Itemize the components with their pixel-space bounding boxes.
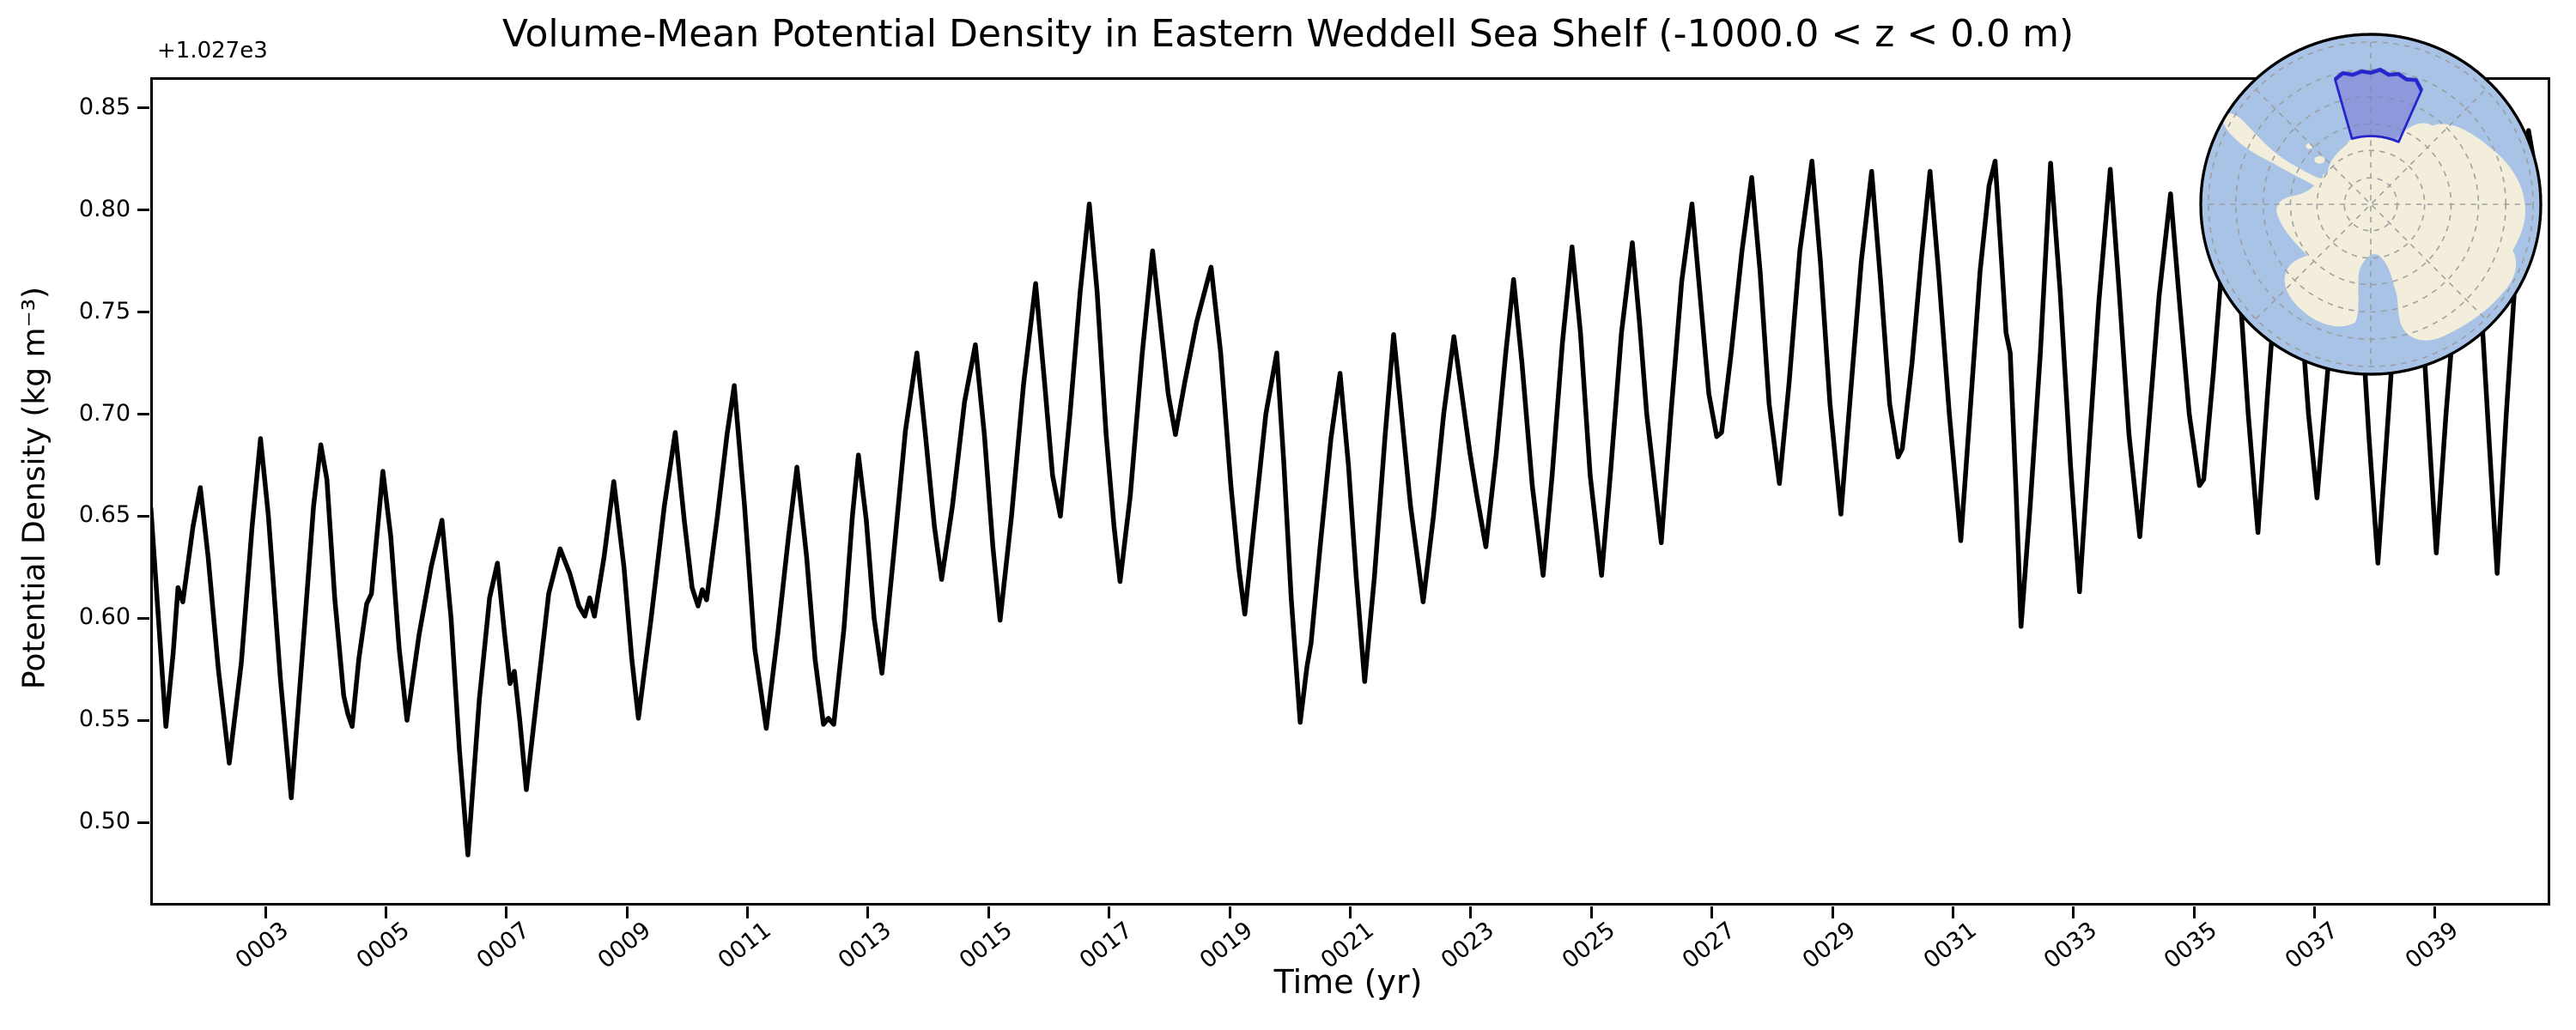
x-tick-mark — [384, 906, 387, 918]
y-tick-mark — [137, 311, 149, 314]
y-tick-label: 0.50 — [78, 808, 131, 834]
y-tick-mark — [137, 209, 149, 212]
x-tick-mark — [1349, 906, 1352, 918]
y-axis-label: Potential Density (kg m⁻³) — [16, 286, 52, 690]
x-tick-mark — [1589, 906, 1593, 918]
x-tick-mark — [505, 906, 508, 918]
x-tick-mark — [1469, 906, 1473, 918]
x-tick-mark — [746, 906, 750, 918]
y-tick-label: 0.65 — [78, 501, 131, 529]
density-line-series — [150, 128, 2542, 857]
x-tick-mark — [1710, 906, 1714, 918]
x-tick-mark — [2313, 906, 2317, 918]
y-tick-mark — [137, 821, 149, 824]
y-tick-mark — [137, 106, 149, 110]
chart-title: Volume-Mean Potential Density in Eastern… — [501, 12, 2075, 56]
y-tick-label: 0.75 — [78, 297, 131, 324]
y-tick-mark — [137, 514, 149, 518]
x-tick-mark — [625, 906, 629, 918]
y-tick-label: 0.70 — [78, 399, 131, 427]
y-tick-label: 0.80 — [78, 195, 131, 222]
y-tick-label: 0.55 — [78, 706, 131, 733]
y-tick-label: 0.85 — [78, 93, 131, 120]
x-tick-mark — [2433, 906, 2437, 918]
y-tick-mark — [137, 413, 149, 415]
x-tick-mark — [2192, 906, 2196, 918]
time-series-plot — [150, 128, 2542, 857]
inset-region-coast-edge — [2333, 67, 2424, 92]
inset-map-border — [2199, 33, 2543, 376]
y-tick-label: 0.60 — [78, 603, 131, 631]
inset-graticule — [2208, 41, 2534, 367]
x-tick-mark — [1108, 906, 1111, 918]
x-tick-mark — [1831, 906, 1834, 918]
y-tick-mark — [137, 616, 149, 620]
antarctica-inset-map — [2199, 33, 2543, 376]
x-tick-mark — [2072, 906, 2075, 918]
y-tick-mark — [137, 718, 149, 722]
x-axis-label: Time (yr) — [1273, 963, 1423, 1001]
x-tick-mark — [866, 906, 870, 918]
y-axis-offset-text: +1.027e3 — [157, 38, 268, 64]
x-tick-mark — [1228, 906, 1231, 918]
plot-area-border — [150, 77, 2550, 906]
x-tick-mark — [264, 906, 267, 918]
x-tick-mark — [987, 906, 990, 918]
inset-highlight-region — [2333, 67, 2424, 143]
x-tick-mark — [1951, 906, 1954, 918]
